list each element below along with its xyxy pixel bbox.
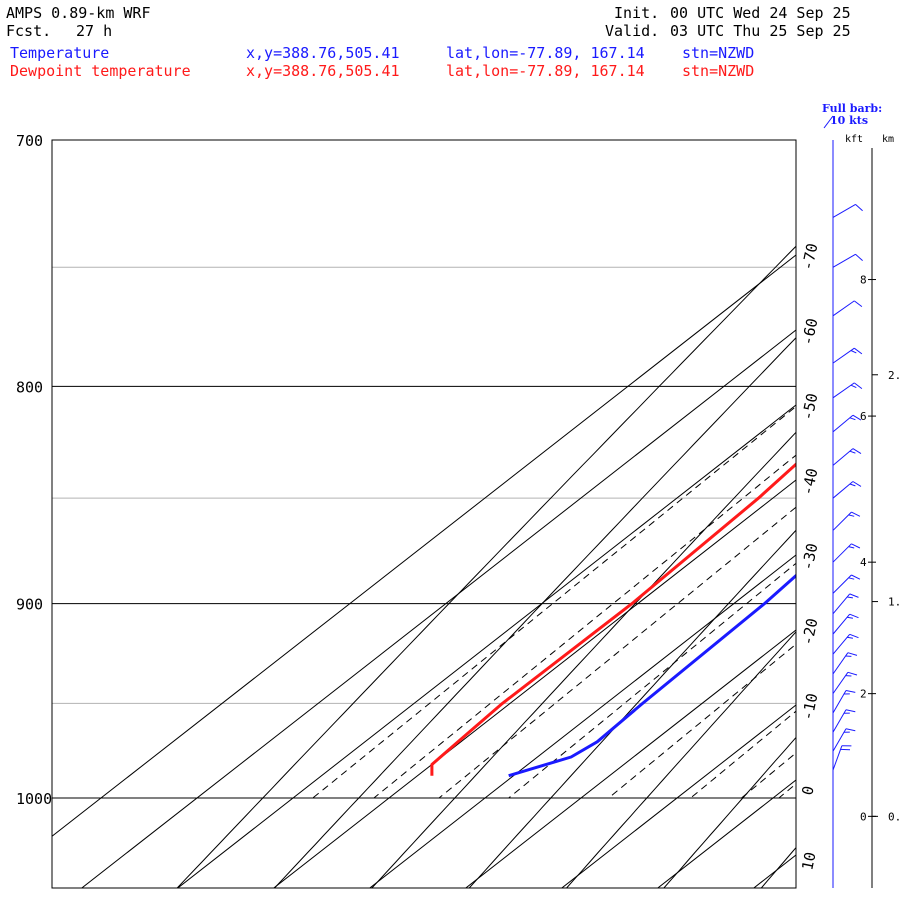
dry-adiabat-line: [760, 846, 796, 888]
isotherms: [52, 254, 796, 888]
wind-barb: [832, 253, 863, 268]
dry-adiabat-line: [176, 245, 796, 888]
wind-barb: [832, 745, 852, 771]
temperature-legend-name: Temperature: [10, 44, 110, 62]
isotherm-line: [272, 479, 796, 888]
isobars: [52, 140, 796, 799]
isotherm-label: 0: [798, 784, 817, 797]
km-tick-label: 1.: [888, 596, 900, 609]
forecast-label: Fcst.: [6, 22, 52, 40]
isobar-label: 800: [16, 378, 43, 396]
isotherm-label: -40: [798, 467, 821, 497]
isotherm-line: [52, 254, 796, 837]
dewpoint-legend-station: stn=NZWD: [682, 62, 755, 80]
profiles: [430, 462, 796, 778]
isotherm-label: -20: [798, 617, 821, 647]
temperature-legend-xy: x,y=388.76,505.41: [246, 44, 400, 62]
axis-labels: .05.12412346-70-60-50-40-30-20-100107008…: [16, 132, 822, 872]
mixing-ratio-line: [373, 454, 796, 799]
isotherm-line: [176, 404, 796, 888]
barb-legend-title: Full barb:: [822, 102, 883, 115]
dry-adiabat-line: [273, 337, 796, 888]
km-tick-label: 0.: [888, 810, 900, 823]
minor-isobars: [52, 266, 796, 704]
init-value: 00 UTC Wed 24 Sep 25: [670, 4, 851, 22]
wind-barb: [832, 690, 856, 714]
mixing-ratio-line: [778, 783, 796, 799]
barb-legend-icon: [823, 115, 834, 129]
dewpoint-legend-latlon: lat,lon=-77.89, 167.14: [446, 62, 645, 80]
wind-barb: [832, 481, 862, 499]
wind-barb: [832, 613, 859, 635]
init-label: Init.: [614, 4, 660, 22]
dewpoint-legend-name: Dewpoint temperature: [10, 62, 191, 80]
kft-label: kft: [845, 134, 864, 145]
dry-adiabat-line: [468, 529, 796, 888]
wind-barb: [832, 448, 862, 466]
valid-label: Valid.: [605, 22, 660, 40]
wind-barb: [832, 671, 858, 694]
km-tick-label: 2.: [888, 369, 900, 382]
isobar-label: 900: [16, 596, 43, 614]
isotherm-line: [80, 329, 796, 888]
wind-barb: [832, 633, 859, 655]
kft-tick-label: 0: [860, 810, 867, 823]
wind-barbs: [823, 115, 863, 888]
isotherm-line: [464, 629, 796, 888]
mixing-ratio-lines: [312, 405, 796, 799]
forecast-value: 27 h: [76, 22, 113, 40]
temperature-profile: [508, 573, 796, 778]
dry-adiabats: [176, 245, 796, 888]
kft-tick-label: 6: [860, 410, 867, 423]
dry-adiabat-line: [663, 736, 796, 888]
kft-tick-label: 8: [860, 274, 867, 287]
kft-tick-label: 2: [860, 688, 867, 701]
wind-barb: [832, 414, 862, 433]
wind-barb: [832, 543, 861, 563]
isotherm-line: [656, 779, 796, 888]
wind-barb: [832, 511, 861, 531]
wind-barb: [832, 728, 856, 752]
mixing-ratio-line: [438, 506, 796, 799]
dry-adiabat-line: [371, 431, 796, 888]
temperature-legend-latlon: lat,lon=-77.89, 167.14: [446, 44, 645, 62]
isotherm-label: -60: [798, 317, 821, 347]
wind-barb: [832, 709, 856, 733]
mixing-ratio-line: [508, 562, 796, 799]
barb-legend-value: 10 kts: [830, 114, 869, 127]
dry-adiabat-line: [565, 631, 796, 888]
isobar-label: 1000: [16, 790, 52, 808]
plot-frame: [51, 139, 797, 889]
isotherm-label: 10: [798, 850, 819, 871]
isotherm-label: -70: [798, 242, 821, 272]
valid-value: 03 UTC Thu 25 Sep 25: [670, 22, 851, 40]
model-title: AMPS 0.89-km WRF: [6, 4, 151, 22]
isotherm-label: -30: [798, 542, 821, 572]
temperature-legend-station: stn=NZWD: [682, 44, 755, 62]
wind-barb: [832, 347, 863, 364]
isotherm-label: -10: [798, 692, 821, 722]
wind-barb: [832, 382, 863, 399]
wind-barb: [832, 300, 863, 317]
isotherm-label: -50: [798, 392, 821, 422]
mixing-ratio-line: [608, 643, 796, 799]
wind-barb: [832, 593, 859, 615]
kft-tick-label: 4: [860, 556, 867, 569]
height-axis: 0 2 4 6 8 0. 1. 2.: [860, 148, 900, 888]
wind-barb: [832, 574, 861, 594]
mixing-ratio-line: [312, 405, 796, 799]
wind-barb: [832, 652, 858, 675]
wind-barb: [832, 203, 863, 218]
isotherm-line: [560, 704, 796, 888]
km-label: km: [882, 134, 895, 145]
dewpoint-profile: [430, 462, 796, 776]
dewpoint-legend-xy: x,y=388.76,505.41: [246, 62, 400, 80]
isobar-label: 700: [16, 132, 43, 150]
isotherm-line: [368, 554, 796, 888]
